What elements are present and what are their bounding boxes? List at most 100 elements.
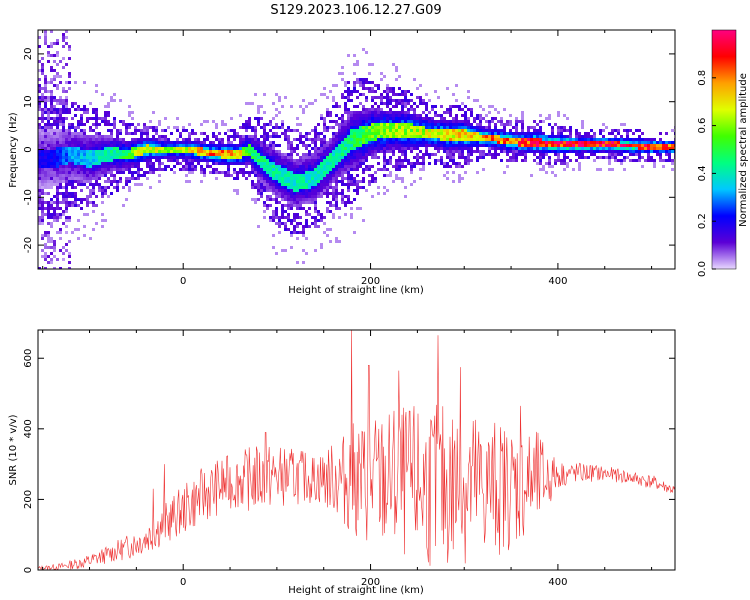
heatmap-cell	[386, 159, 389, 162]
heatmap-cell	[50, 108, 53, 111]
heatmap-cell	[113, 156, 116, 159]
heatmap-cell	[170, 150, 173, 153]
heatmap-cell	[446, 126, 449, 129]
heatmap-cell	[323, 138, 326, 141]
heatmap-cell	[269, 216, 272, 219]
heatmap-cell	[587, 156, 590, 159]
heatmap-cell	[320, 189, 323, 192]
heatmap-cell	[107, 129, 110, 132]
heatmap-cell	[386, 126, 389, 129]
heatmap-cell	[98, 132, 101, 135]
heatmap-cell	[446, 111, 449, 114]
heatmap-cell	[659, 147, 662, 150]
heatmap-cell	[329, 186, 332, 189]
heatmap-cell	[38, 123, 41, 126]
heatmap-cell	[113, 123, 116, 126]
heatmap-cell	[326, 165, 329, 168]
heatmap-cell	[404, 93, 407, 96]
heatmap-cell	[80, 117, 83, 120]
heatmap-cell	[359, 120, 362, 123]
heatmap-cell	[284, 168, 287, 171]
heatmap-cell	[113, 162, 116, 165]
heatmap-cell	[422, 153, 425, 156]
heatmap-cell	[461, 177, 464, 180]
heatmap-cell	[56, 216, 59, 219]
heatmap-cell	[128, 141, 131, 144]
heatmap-cell	[53, 180, 56, 183]
heatmap-cell	[44, 99, 47, 102]
heatmap-cell	[278, 189, 281, 192]
heatmap-cell	[293, 129, 296, 132]
heatmap-cell	[389, 120, 392, 123]
heatmap-cell	[272, 153, 275, 156]
heatmap-cell	[329, 153, 332, 156]
heatmap-cell	[281, 222, 284, 225]
heatmap-cell	[38, 186, 41, 189]
heatmap-cell	[263, 111, 266, 114]
heatmap-cell	[92, 156, 95, 159]
heatmap-cell	[269, 156, 272, 159]
heatmap-cell	[305, 195, 308, 198]
heatmap-cell	[80, 120, 83, 123]
heatmap-cell	[305, 186, 308, 189]
heatmap-cell	[539, 168, 542, 171]
heatmap-cell	[365, 153, 368, 156]
heatmap-cell	[185, 129, 188, 132]
heatmap-cell	[143, 174, 146, 177]
heatmap-cell	[248, 135, 251, 138]
heatmap-cell	[206, 138, 209, 141]
heatmap-cell	[254, 132, 257, 135]
heatmap-cell	[92, 186, 95, 189]
heatmap-cell	[623, 159, 626, 162]
heatmap-cell	[347, 114, 350, 117]
heatmap-cell	[395, 105, 398, 108]
heatmap-cell	[107, 180, 110, 183]
heatmap-cell	[440, 162, 443, 165]
heatmap-cell	[464, 105, 467, 108]
heatmap-cell	[44, 246, 47, 249]
heatmap-cell	[356, 117, 359, 120]
heatmap-cell	[254, 135, 257, 138]
heatmap-cell	[47, 153, 50, 156]
heatmap-cell	[92, 162, 95, 165]
heatmap-cell	[326, 162, 329, 165]
heatmap-cell	[332, 213, 335, 216]
heatmap-cell	[155, 126, 158, 129]
heatmap-cell	[458, 135, 461, 138]
heatmap-cell	[317, 192, 320, 195]
heatmap-cell	[380, 78, 383, 81]
heatmap-cell	[494, 117, 497, 120]
heatmap-cell	[74, 177, 77, 180]
heatmap-cell	[479, 138, 482, 141]
heatmap-cell	[65, 201, 68, 204]
heatmap-cell	[206, 159, 209, 162]
heatmap-cell	[335, 105, 338, 108]
heatmap-cell	[326, 168, 329, 171]
heatmap-cell	[362, 162, 365, 165]
heatmap-cell	[116, 153, 119, 156]
heatmap-cell	[317, 168, 320, 171]
spectrogram-y-tick-label: 10	[23, 95, 34, 108]
heatmap-cell	[53, 153, 56, 156]
heatmap-cell	[314, 225, 317, 228]
heatmap-cell	[83, 213, 86, 216]
heatmap-cell	[401, 117, 404, 120]
heatmap-cell	[56, 198, 59, 201]
heatmap-cell	[452, 123, 455, 126]
heatmap-cell	[89, 126, 92, 129]
heatmap-cell	[305, 225, 308, 228]
heatmap-cell	[356, 111, 359, 114]
heatmap-cell	[260, 183, 263, 186]
heatmap-cell	[68, 183, 71, 186]
heatmap-cell	[200, 180, 203, 183]
heatmap-cell	[551, 135, 554, 138]
heatmap-cell	[548, 114, 551, 117]
heatmap-cell	[446, 177, 449, 180]
heatmap-cell	[47, 255, 50, 258]
heatmap-cell	[578, 147, 581, 150]
heatmap-cell	[335, 180, 338, 183]
heatmap-cell	[326, 195, 329, 198]
heatmap-cell	[611, 153, 614, 156]
heatmap-cell	[53, 177, 56, 180]
heatmap-cell	[275, 108, 278, 111]
